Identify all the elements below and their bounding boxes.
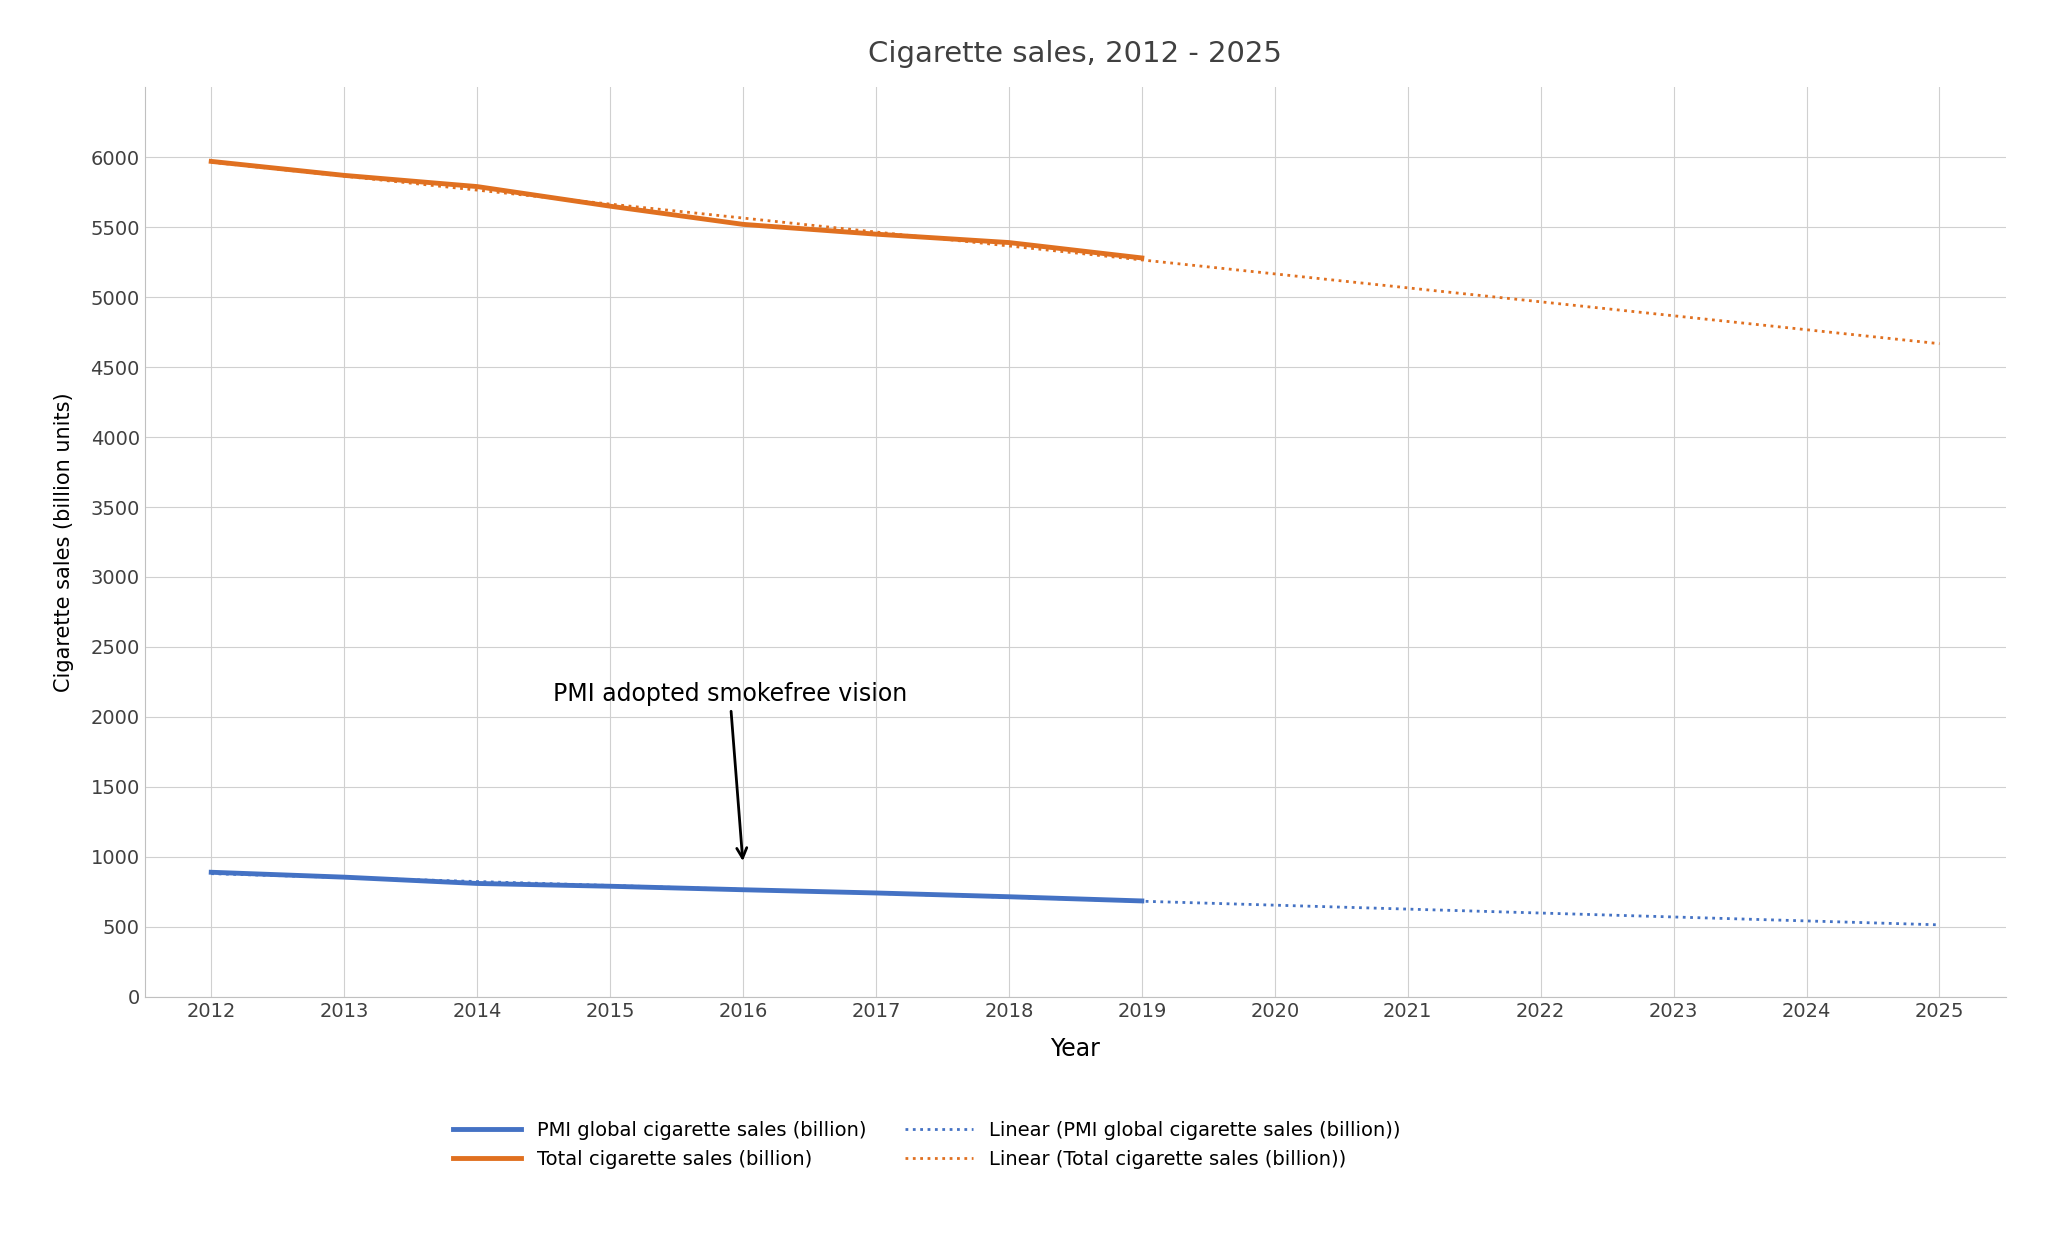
Y-axis label: Cigarette sales (billion units): Cigarette sales (billion units): [54, 392, 74, 692]
Title: Cigarette sales, 2012 - 2025: Cigarette sales, 2012 - 2025: [869, 40, 1282, 69]
X-axis label: Year: Year: [1051, 1038, 1100, 1062]
Text: PMI adopted smokefree vision: PMI adopted smokefree vision: [552, 682, 908, 858]
Legend: PMI global cigarette sales (billion), Total cigarette sales (billion), Linear (P: PMI global cigarette sales (billion), To…: [453, 1121, 1400, 1169]
